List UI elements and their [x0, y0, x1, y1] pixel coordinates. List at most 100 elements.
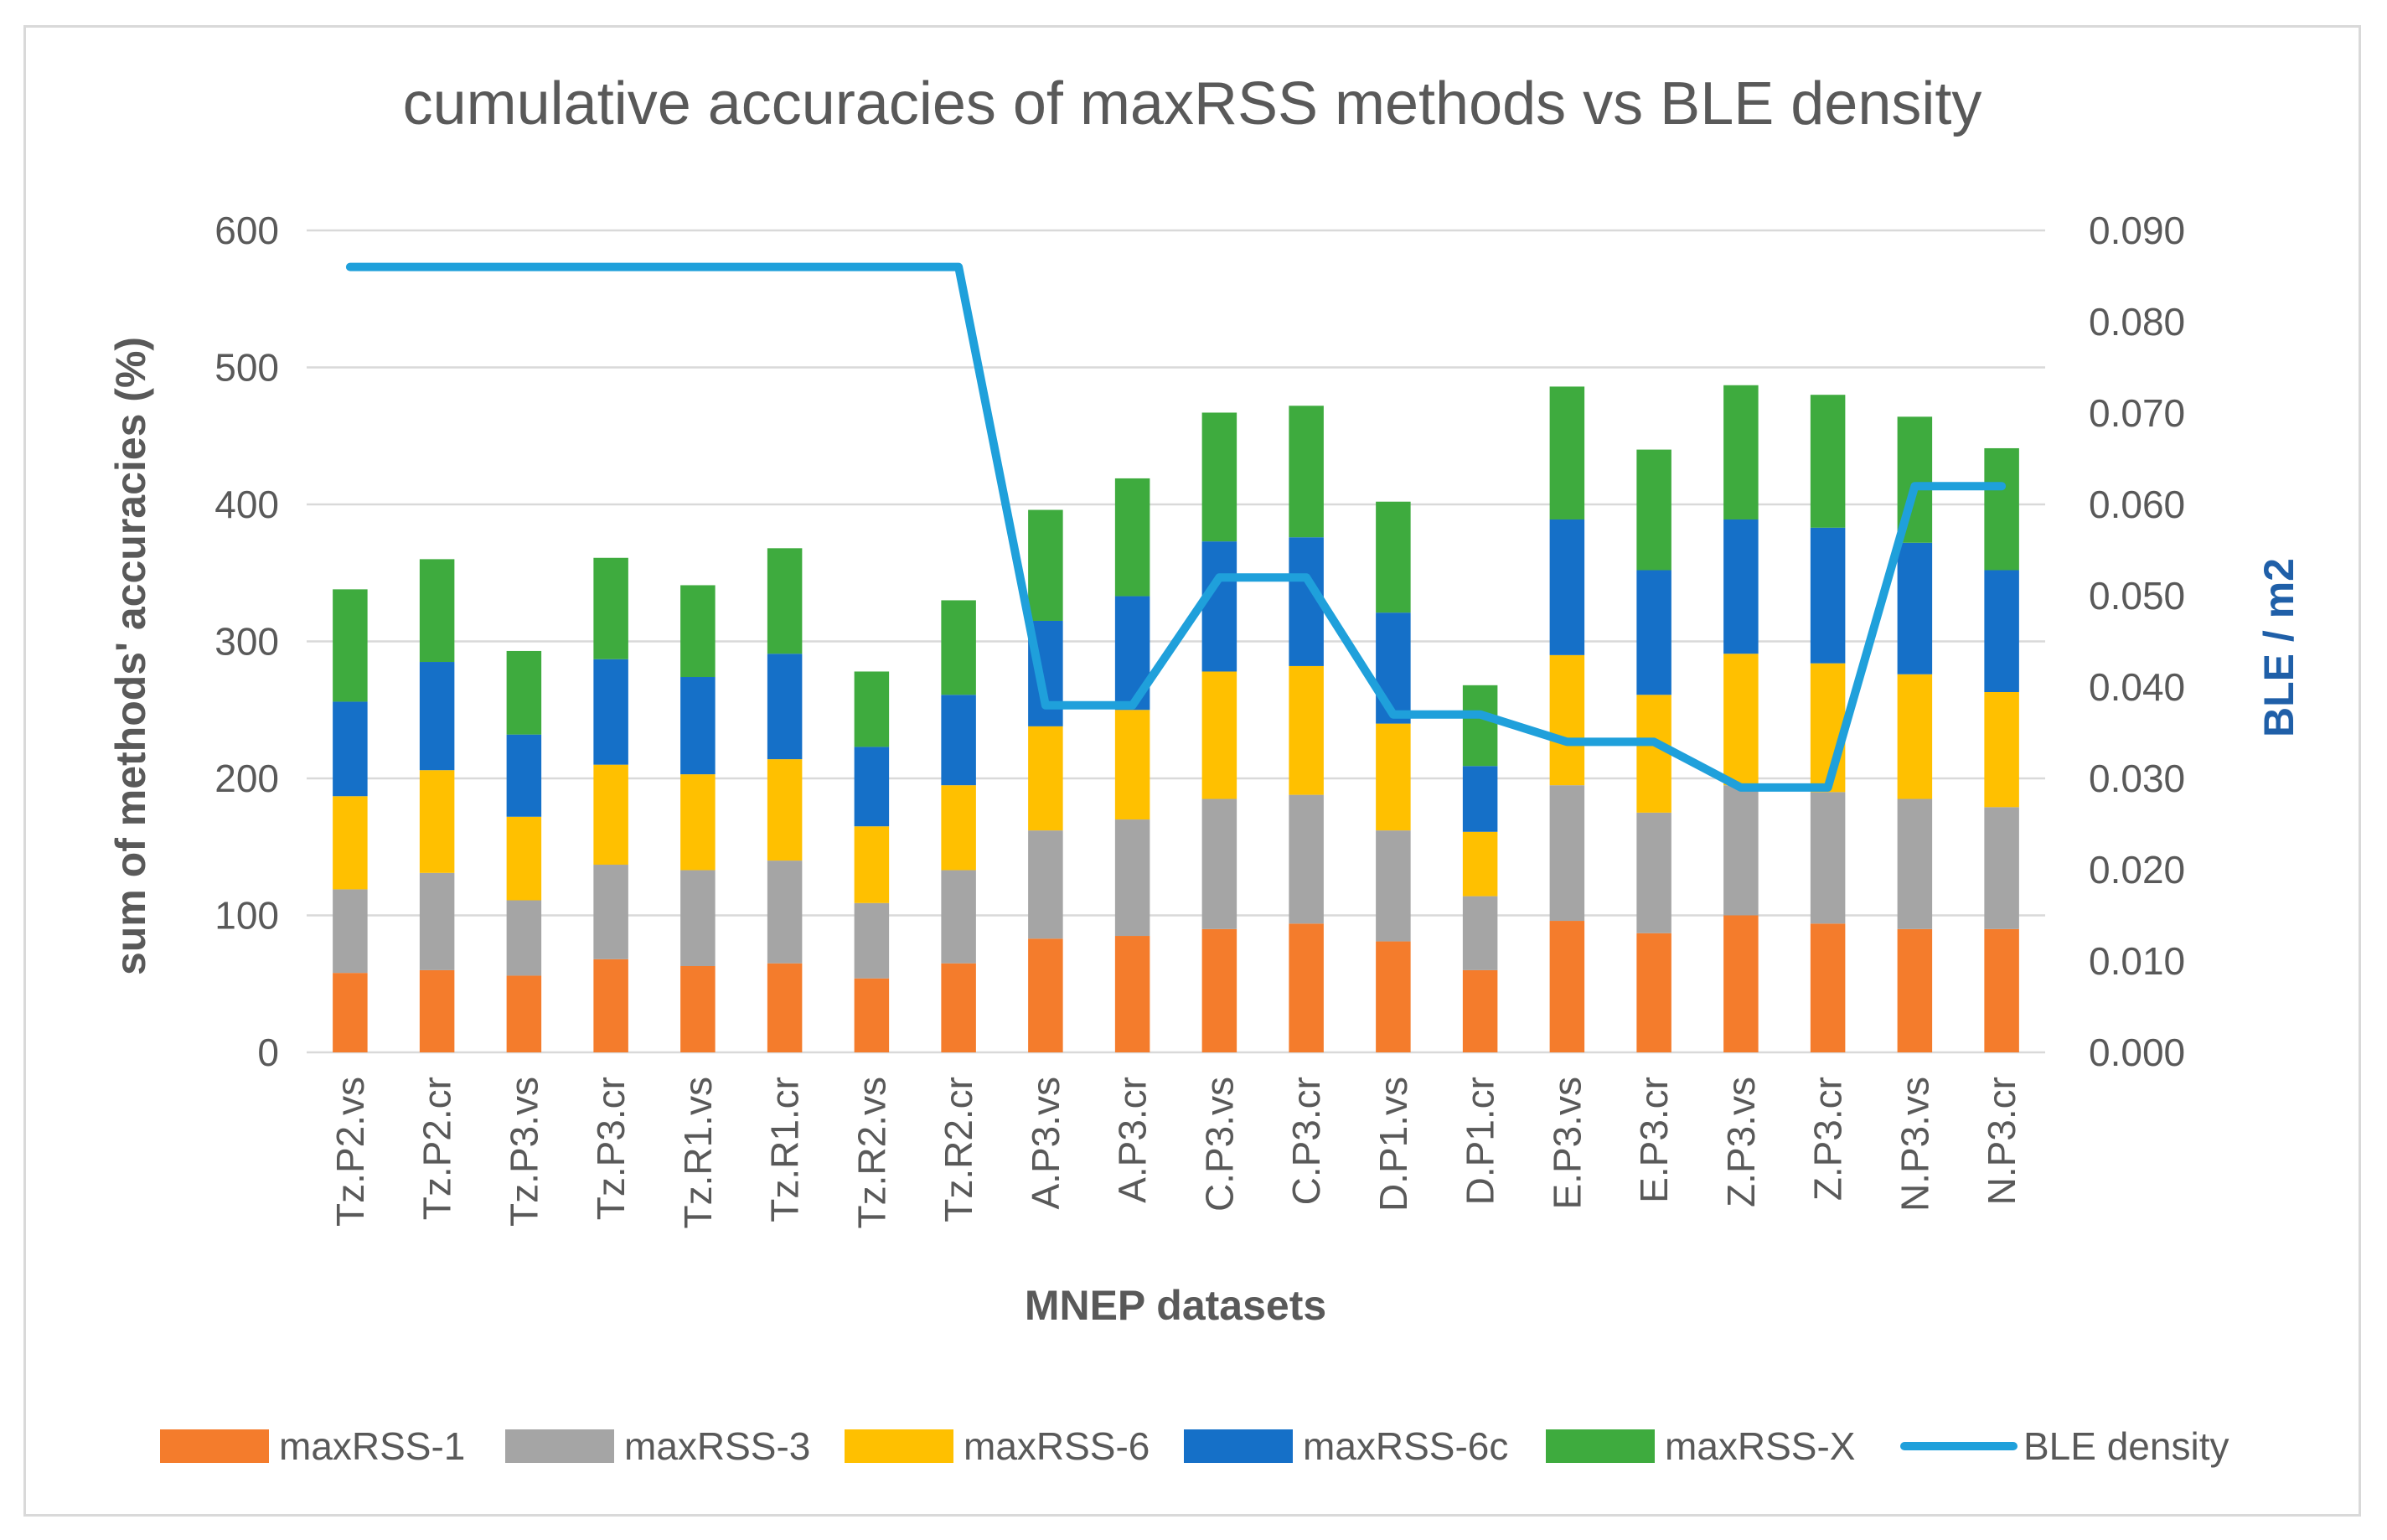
bar-maxrss-1 [1028, 938, 1063, 1052]
bar-maxrss-3 [1897, 798, 1933, 929]
bar-maxrss-6 [419, 770, 455, 873]
bar-maxrss-6c [419, 662, 455, 771]
bar-maxrss-1 [1376, 941, 1411, 1052]
legend-label: maxRSS-6 [964, 1424, 1150, 1468]
legend-label: BLE density [2023, 1424, 2229, 1468]
bar-maxrss-1 [333, 973, 368, 1052]
bar-maxrss-3 [1549, 785, 1585, 922]
bar-maxrss-6 [1549, 654, 1585, 786]
bar-maxrss-1 [419, 969, 455, 1052]
y2-tick-label: 0.040 [2089, 665, 2185, 709]
bar-maxrss-6 [1462, 831, 1498, 897]
bar-maxrss-6 [593, 764, 628, 866]
chart: cumulative accuracies of maxRSS methods … [107, 70, 2302, 1468]
bar-maxrss-6c [1462, 766, 1498, 832]
bar-maxrss-6c [1984, 570, 2019, 692]
bar-maxrss-x [1636, 449, 1671, 571]
bar-maxrss-6 [1201, 671, 1237, 799]
bar-maxrss-3 [1636, 812, 1671, 933]
bar-maxrss-3 [1984, 807, 2019, 929]
bar-maxrss-1 [1723, 915, 1759, 1052]
bar-maxrss-1 [1462, 969, 1498, 1052]
legend-item-ble-density: BLE density [1900, 1424, 2229, 1468]
x-tick-label: Tz.R2.cr [937, 1077, 980, 1222]
y-tick-label: 400 [214, 483, 279, 526]
x-tick-label: N.P3.cr [1980, 1077, 2023, 1205]
bar-maxrss-1 [1289, 923, 1324, 1052]
bar-maxrss-6 [941, 785, 976, 871]
legend-label: maxRSS-6c [1303, 1424, 1508, 1468]
bar-maxrss-3 [1201, 798, 1237, 929]
bar-maxrss-3 [767, 860, 803, 964]
bar-maxrss-x [1201, 412, 1237, 542]
legend-label: maxRSS-X [1665, 1424, 1855, 1468]
bar-maxrss-6 [1289, 665, 1324, 795]
bar-maxrss-1 [506, 975, 542, 1052]
y2-tick-label: 0.010 [2089, 939, 2185, 983]
bar-maxrss-6 [1636, 695, 1671, 813]
bar-maxrss-6c [767, 654, 803, 760]
legend-swatch [845, 1429, 953, 1463]
bar-maxrss-3 [1462, 896, 1498, 970]
y2-tick-label: 0.080 [2089, 300, 2185, 344]
bar-maxrss-3 [1376, 830, 1411, 942]
bar-maxrss-6c [1636, 570, 1671, 695]
bar-maxrss-1 [1549, 921, 1585, 1052]
legend-swatch [160, 1429, 269, 1463]
bar-maxrss-3 [1810, 792, 1846, 924]
bar-maxrss-6c [506, 734, 542, 817]
bar-maxrss-x [1549, 386, 1585, 519]
y2-tick-label: 0.050 [2089, 574, 2185, 618]
legend-label: maxRSS-3 [624, 1424, 810, 1468]
legend-item-maxrss-x: maxRSS-X [1546, 1424, 1855, 1468]
bar-maxrss-3 [333, 889, 368, 974]
bar-maxrss-3 [506, 900, 542, 976]
bar-maxrss-6c [1201, 541, 1237, 672]
bar-maxrss-x [1114, 478, 1150, 597]
legend-swatch [1184, 1429, 1293, 1463]
y-axis-title: sum of methods' accuracies (%) [107, 337, 154, 975]
bar-maxrss-3 [941, 870, 976, 964]
bar-maxrss-1 [680, 965, 716, 1052]
legend: maxRSS-1 maxRSS-3 maxRSS-6 maxRSS-6c maxRSS-… [160, 1424, 2229, 1468]
bar-maxrss-1 [593, 959, 628, 1052]
x-tick-label: D.P1.vs [1372, 1077, 1415, 1212]
bar-maxrss-6 [680, 774, 716, 871]
x-tick-label: E.P3.vs [1545, 1077, 1589, 1210]
bar-maxrss-6c [1549, 519, 1585, 655]
y-tick-label: 0 [257, 1031, 279, 1074]
bar-maxrss-x [1462, 685, 1498, 767]
legend-label: maxRSS-1 [279, 1424, 465, 1468]
bar-maxrss-6c [1723, 519, 1759, 654]
y2-tick-label: 0.070 [2089, 391, 2185, 435]
x-tick-label: E.P3.cr [1632, 1077, 1676, 1203]
bar-maxrss-6c [1810, 527, 1846, 664]
x-tick-label: Tz.P2.cr [416, 1077, 459, 1220]
bar-maxrss-x [1984, 447, 2019, 571]
bar-maxrss-6c [680, 677, 716, 775]
bar-maxrss-3 [680, 870, 716, 966]
y2-axis-title: BLE / m2 [2255, 558, 2302, 737]
legend-swatch [505, 1429, 614, 1463]
legend-item-maxrss-6c: maxRSS-6c [1184, 1424, 1508, 1468]
bar-maxrss-x [1028, 509, 1063, 621]
x-tick-label: Z.P3.vs [1719, 1077, 1763, 1207]
bar-maxrss-1 [1636, 933, 1671, 1052]
y-tick-label: 300 [214, 620, 279, 664]
bar-maxrss-6 [854, 826, 890, 903]
legend-swatch [1546, 1429, 1655, 1463]
y2-tick-label: 0.090 [2089, 209, 2185, 252]
bar-maxrss-6 [1114, 710, 1150, 820]
bar-maxrss-1 [1114, 936, 1150, 1052]
bar-maxrss-1 [1201, 928, 1237, 1052]
bar-maxrss-x [1723, 385, 1759, 519]
bars [333, 385, 2019, 1052]
chart-title: cumulative accuracies of maxRSS methods … [403, 70, 1982, 137]
legend-item-maxrss-1: maxRSS-1 [160, 1424, 465, 1468]
x-tick-label: Tz.R1.vs [676, 1077, 720, 1228]
y-axis-ticks: 0 100 200 300 400 500 600 [214, 209, 279, 1074]
bar-maxrss-x [767, 548, 803, 654]
x-tick-label: Tz.R2.vs [850, 1077, 893, 1228]
y2-tick-label: 0.060 [2089, 483, 2185, 526]
bar-maxrss-1 [767, 963, 803, 1052]
